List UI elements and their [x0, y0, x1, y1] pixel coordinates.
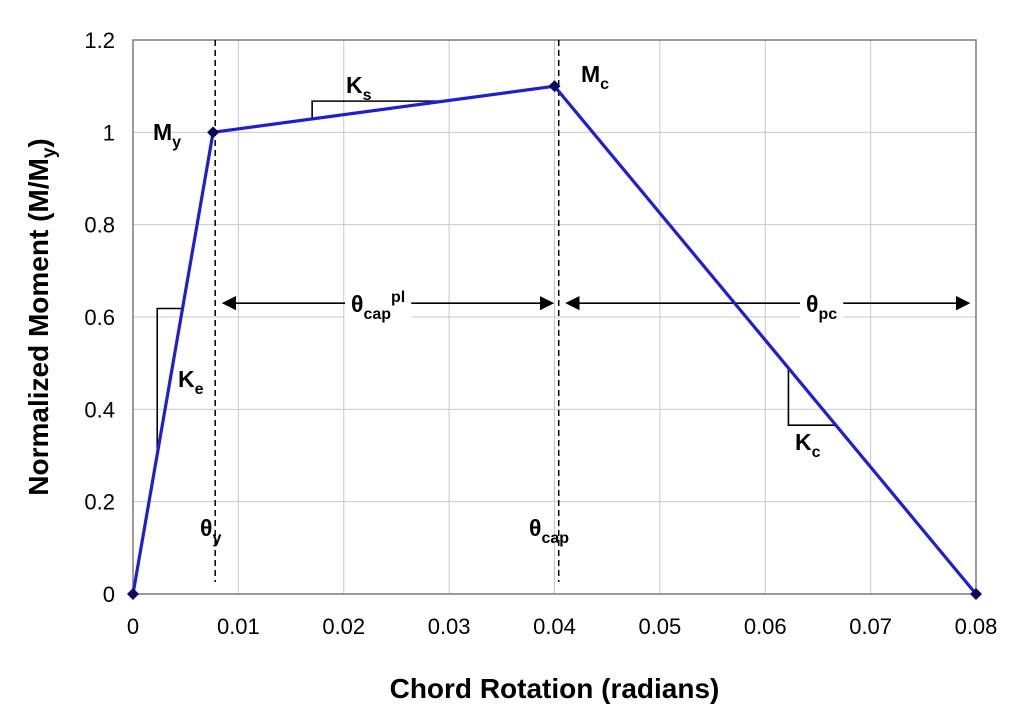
label-kc: Kc — [795, 429, 821, 461]
slope-triangle-ks — [311, 100, 444, 119]
x-tick-label-1: 0.01 — [217, 614, 260, 639]
data-point-0 — [127, 588, 139, 600]
label-theta-cap: θcap — [529, 515, 569, 547]
point-label-mc: Mc — [581, 61, 609, 93]
data-point-1 — [207, 126, 220, 139]
x-axis-title: Chord Rotation (radians) — [390, 673, 720, 704]
x-tick-label-5: 0.05 — [638, 614, 681, 639]
x-tick-label-2: 0.02 — [322, 614, 365, 639]
slope-triangles — [156, 100, 836, 455]
series-line-0 — [131, 84, 978, 596]
y-tick-label-4: 0.8 — [84, 213, 115, 238]
grid — [132, 39, 977, 595]
series — [127, 80, 982, 600]
y-tick-label-1: 0.2 — [84, 490, 115, 515]
y-axis-title: Normalized Moment (M/My) — [23, 138, 60, 495]
x-tick-label-6: 0.06 — [744, 614, 787, 639]
annotation-labels: My Mc θy θcap θcappl θpc Ke Ks Kc — [153, 61, 844, 547]
point-label-my: My — [153, 119, 181, 151]
data-point-2 — [548, 80, 561, 93]
label-ke: Ke — [178, 366, 204, 398]
plot-area-frame — [132, 39, 977, 595]
x-tick-label-3: 0.03 — [428, 614, 471, 639]
x-tick-label-4: 0.04 — [533, 614, 576, 639]
x-tick-label-7: 0.07 — [849, 614, 892, 639]
label-theta-cap-pl: θcappl — [351, 289, 405, 323]
slope-triangle-kc — [787, 368, 836, 426]
x-tick-labels: 0 0.01 0.02 0.03 0.04 0.05 0.06 0.07 0.08 — [127, 614, 998, 639]
label-ks: Ks — [346, 72, 372, 104]
y-tick-label-3: 0.6 — [84, 305, 115, 330]
y-tick-label-5: 1 — [103, 120, 115, 145]
label-theta-pc: θpc — [806, 291, 837, 323]
label-theta-y: θy — [200, 515, 221, 547]
x-tick-label-8: 0.08 — [955, 614, 998, 639]
y-tick-labels: 0 0.2 0.4 0.6 0.8 1 1.2 — [84, 28, 115, 607]
x-tick-label-0: 0 — [127, 614, 139, 639]
slope-triangle-ke — [156, 307, 183, 455]
y-tick-label-0: 0 — [103, 582, 115, 607]
y-tick-label-6: 1.2 — [84, 28, 115, 53]
data-point-3 — [970, 588, 982, 600]
y-tick-label-2: 0.4 — [84, 397, 115, 422]
